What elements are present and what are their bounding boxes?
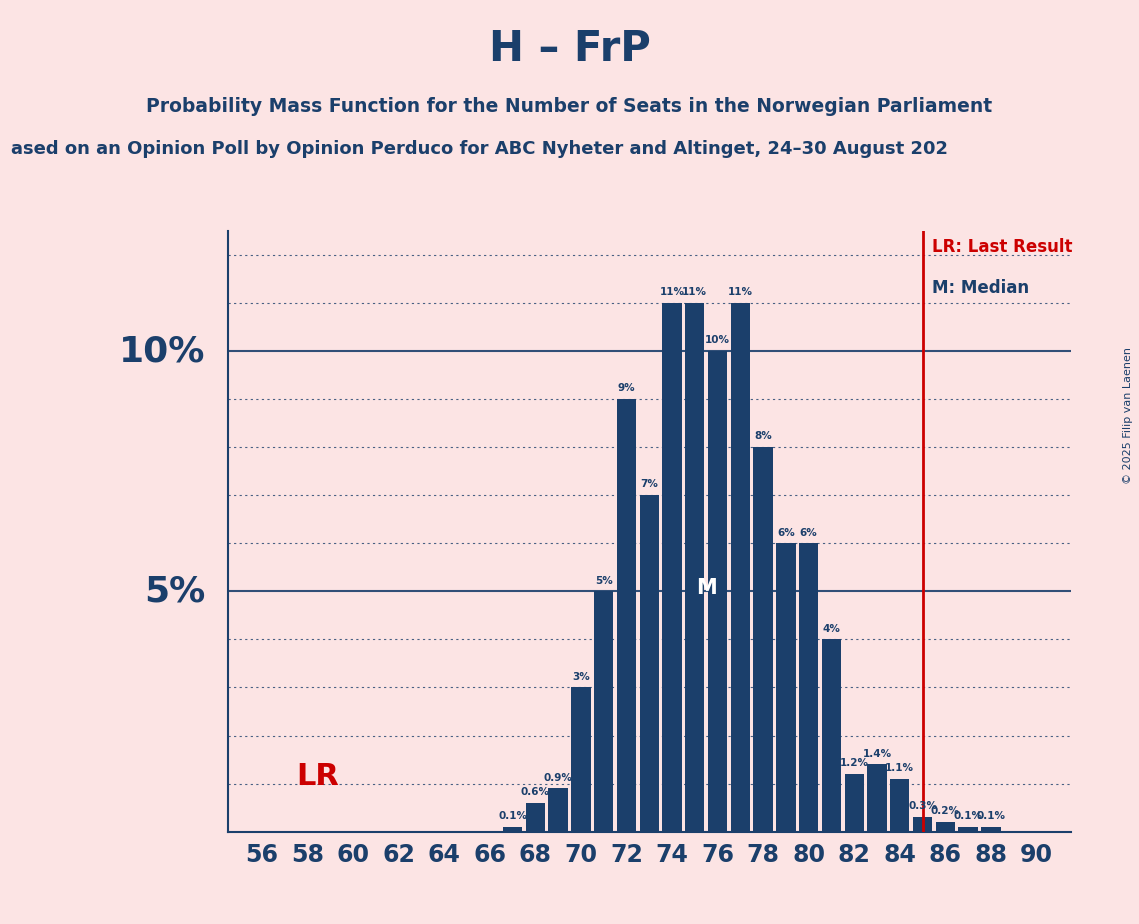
Bar: [890, 779, 909, 832]
Text: 7%: 7%: [640, 480, 658, 490]
Bar: [707, 351, 727, 832]
Bar: [867, 764, 886, 832]
Text: 10%: 10%: [705, 335, 730, 346]
Bar: [821, 639, 841, 832]
Text: Probability Mass Function for the Number of Seats in the Norwegian Parliament: Probability Mass Function for the Number…: [147, 97, 992, 116]
Bar: [616, 399, 637, 832]
Text: 6%: 6%: [800, 528, 818, 538]
Text: 3%: 3%: [572, 672, 590, 682]
Text: 0.9%: 0.9%: [543, 772, 573, 783]
Text: 5%: 5%: [595, 576, 613, 586]
Text: 8%: 8%: [754, 432, 772, 442]
Text: LR: Last Result: LR: Last Result: [932, 238, 1072, 256]
Text: LR: LR: [296, 761, 339, 791]
Text: 0.1%: 0.1%: [498, 811, 527, 821]
Bar: [798, 543, 818, 832]
Bar: [595, 591, 614, 832]
Text: ased on an Opinion Poll by Opinion Perduco for ABC Nyheter and Altinget, 24–30 A: ased on an Opinion Poll by Opinion Perdu…: [11, 140, 949, 158]
Bar: [502, 827, 522, 832]
Text: 10%: 10%: [118, 334, 205, 368]
Text: 0.2%: 0.2%: [931, 807, 960, 816]
Bar: [571, 687, 591, 832]
Bar: [639, 495, 658, 832]
Text: 4%: 4%: [822, 624, 841, 634]
Text: 11%: 11%: [659, 287, 685, 298]
Bar: [685, 303, 704, 832]
Bar: [548, 788, 567, 832]
Text: 1.1%: 1.1%: [885, 763, 915, 773]
Bar: [844, 774, 865, 832]
Text: 6%: 6%: [777, 528, 795, 538]
Text: © 2025 Filip van Laenen: © 2025 Filip van Laenen: [1123, 347, 1133, 484]
Bar: [958, 827, 977, 832]
Text: 9%: 9%: [617, 383, 636, 394]
Text: 11%: 11%: [682, 287, 707, 298]
Bar: [935, 822, 954, 832]
Text: 0.6%: 0.6%: [521, 787, 550, 797]
Text: 0.1%: 0.1%: [953, 811, 983, 821]
Bar: [981, 827, 1001, 832]
Text: 11%: 11%: [728, 287, 753, 298]
Text: 1.2%: 1.2%: [839, 759, 869, 768]
Text: M: M: [696, 578, 716, 599]
Text: 0.3%: 0.3%: [908, 801, 937, 811]
Bar: [730, 303, 749, 832]
Bar: [662, 303, 681, 832]
Text: H – FrP: H – FrP: [489, 28, 650, 69]
Text: 0.1%: 0.1%: [976, 811, 1006, 821]
Bar: [912, 817, 932, 832]
Bar: [753, 447, 772, 832]
Text: 5%: 5%: [144, 575, 205, 608]
Text: 1.4%: 1.4%: [862, 748, 892, 759]
Bar: [777, 543, 796, 832]
Text: M: Median: M: Median: [932, 279, 1029, 297]
Bar: [525, 803, 544, 832]
